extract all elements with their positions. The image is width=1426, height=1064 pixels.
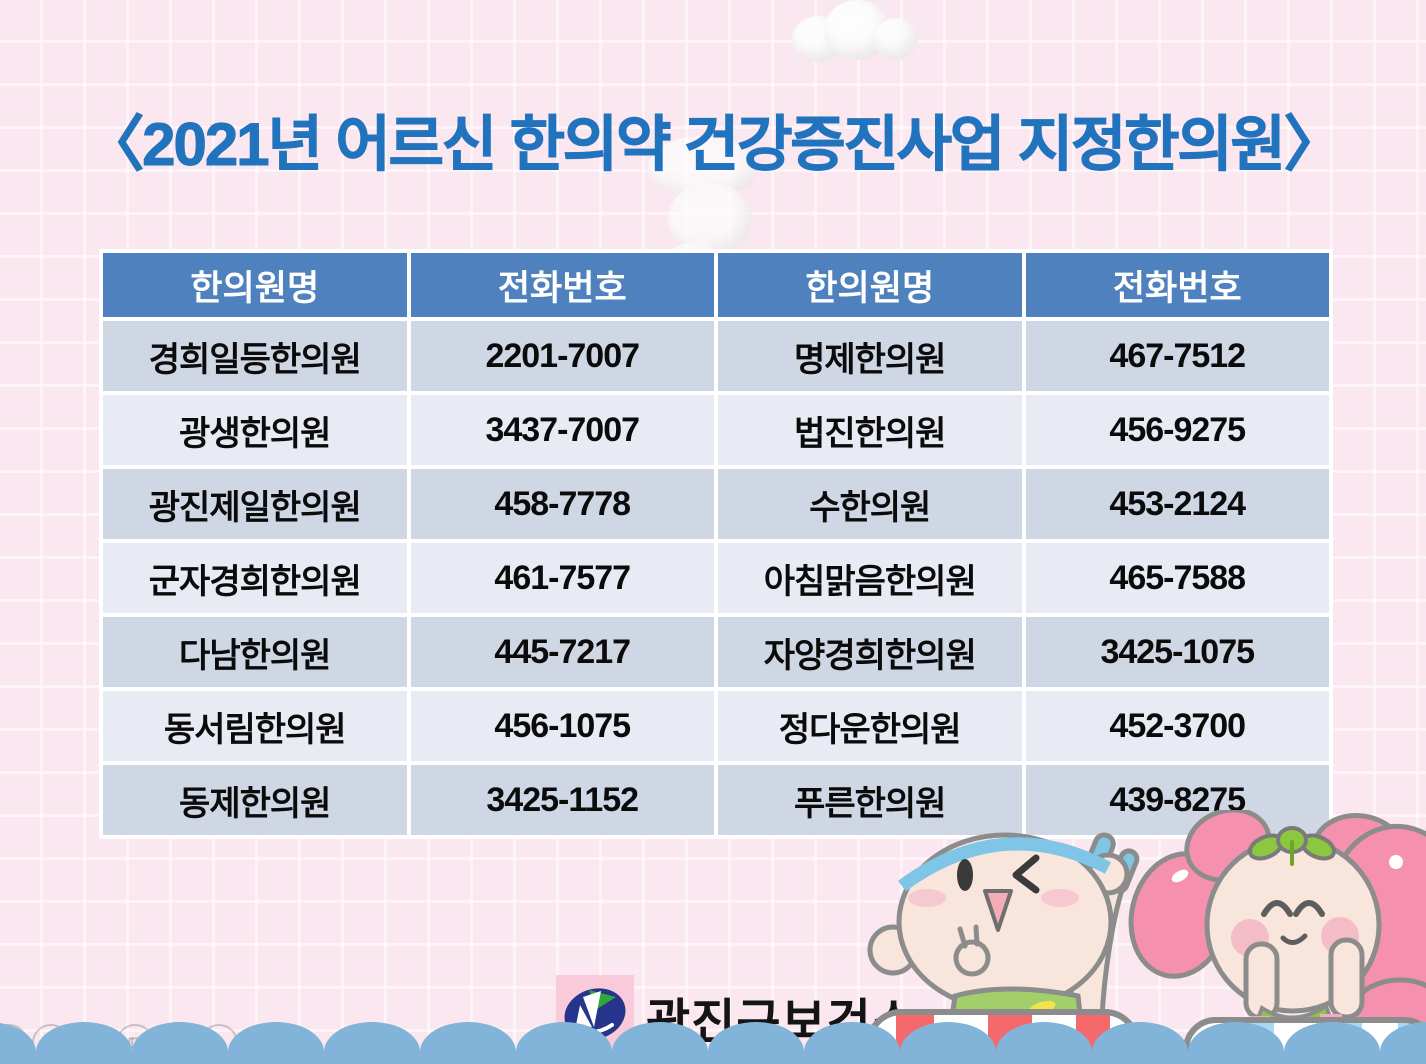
table-row: 동제한의원 3425-1152 푸른한의원 439-8275 (103, 765, 1329, 835)
clinic-name: 동제한의원 (103, 765, 407, 835)
clinic-name: 아침맑음한의원 (718, 543, 1022, 613)
clinic-name: 경희일등한의원 (103, 321, 407, 391)
clinic-name: 군자경희한의원 (103, 543, 407, 613)
clinic-name: 광진제일한의원 (103, 469, 407, 539)
clinic-phone: 467-7512 (1025, 321, 1329, 391)
cloud-icon (778, 0, 918, 62)
clinic-phone: 439-8275 (1025, 765, 1329, 835)
column-header: 전화번호 (1025, 253, 1329, 317)
clinic-name: 다남한의원 (103, 617, 407, 687)
wave-decoration (0, 1022, 1426, 1064)
clinic-table: 한의원명 전화번호 한의원명 전화번호 경희일등한의원 2201-7007 명제… (99, 249, 1333, 839)
column-header: 한의원명 (103, 253, 407, 317)
clinic-phone: 456-9275 (1025, 395, 1329, 465)
table-row: 광진제일한의원 458-7778 수한의원 453-2124 (103, 469, 1329, 539)
clinic-phone: 445-7217 (410, 617, 714, 687)
table-row: 광생한의원 3437-7007 법진한의원 456-9275 (103, 395, 1329, 465)
clinic-phone: 453-2124 (1025, 469, 1329, 539)
clinic-phone: 458-7778 (410, 469, 714, 539)
table-row: 경희일등한의원 2201-7007 명제한의원 467-7512 (103, 321, 1329, 391)
clinic-name: 동서림한의원 (103, 691, 407, 761)
clinic-phone: 3425-1075 (1025, 617, 1329, 687)
clinic-name: 법진한의원 (718, 395, 1022, 465)
column-header: 전화번호 (410, 253, 714, 317)
clinic-name: 명제한의원 (718, 321, 1022, 391)
clinic-phone: 461-7577 (410, 543, 714, 613)
clinic-name: 푸른한의원 (718, 765, 1022, 835)
clinic-name: 수한의원 (718, 469, 1022, 539)
table-row: 군자경희한의원 461-7577 아침맑음한의원 465-7588 (103, 543, 1329, 613)
column-header: 한의원명 (718, 253, 1022, 317)
clinic-name: 정다운한의원 (718, 691, 1022, 761)
table-header-row: 한의원명 전화번호 한의원명 전화번호 (103, 253, 1329, 317)
table-row: 동서림한의원 456-1075 정다운한의원 452-3700 (103, 691, 1329, 761)
table-row: 다남한의원 445-7217 자양경희한의원 3425-1075 (103, 617, 1329, 687)
clinic-phone: 3425-1152 (410, 765, 714, 835)
clinic-phone: 465-7588 (1025, 543, 1329, 613)
clinic-phone: 2201-7007 (410, 321, 714, 391)
page-title: 〈2021년 어르신 한의약 건강증진사업 지정한의원〉 (84, 111, 1345, 179)
clinic-name: 광생한의원 (103, 395, 407, 465)
clinic-name: 자양경희한의원 (718, 617, 1022, 687)
clinic-phone: 456-1075 (410, 691, 714, 761)
clinic-phone: 3437-7007 (410, 395, 714, 465)
clinic-phone: 452-3700 (1025, 691, 1329, 761)
